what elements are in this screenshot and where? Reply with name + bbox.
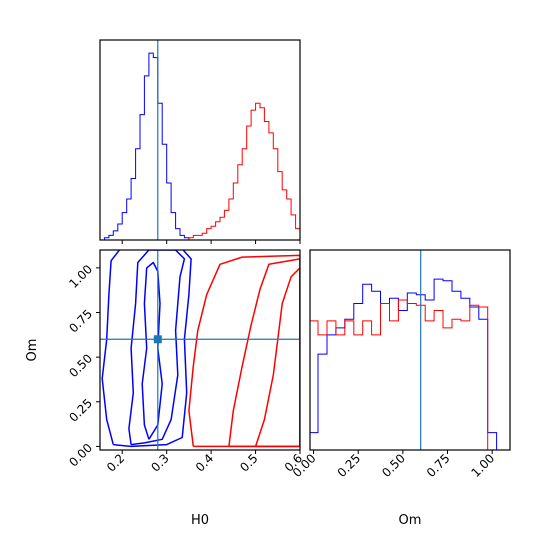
x-axis-label-om: Om: [399, 513, 422, 528]
y-axis-label-om: Om: [25, 339, 40, 362]
om-x-tick-label: 0.75: [424, 451, 453, 480]
y-tick-label: 0.25: [66, 396, 95, 425]
om-x-tick-label: 0.50: [379, 451, 408, 480]
y-tick-label: 0.00: [66, 441, 95, 470]
om-marginal-panel: 0.00 0.25 0.50 0.75 1.00: [290, 249, 511, 480]
om-x-tick-label: 0.25: [335, 451, 364, 480]
h0-hist-plot-area: [100, 52, 300, 240]
om-histogram-series-1: [310, 278, 506, 450]
contour-series-2-level-2: [228, 258, 300, 448]
x-tick-label: 0.2: [104, 451, 127, 474]
om-histogram-series-2: [310, 299, 497, 450]
contour-series-2-level-1: [254, 267, 300, 448]
contour-series-2-level-3: [188, 254, 300, 448]
contour-series-1-level-1: [141, 261, 163, 440]
contour-series-1-level-2: [128, 250, 186, 446]
h0-om-joint-panel: 0.2 0.3 0.4 0.5 0.60.000.250.500.751.00: [66, 249, 305, 475]
x-axis-label-h0: H0: [191, 513, 209, 528]
h0-histogram-series-2: [184, 102, 300, 240]
panel-frame: [309, 249, 511, 451]
y-tick-label: 0.50: [66, 351, 95, 380]
h0-histogram-series-1: [100, 52, 194, 240]
x-tick-label: 0.5: [237, 451, 260, 474]
joint-plot-area: [101, 250, 300, 448]
om-hist-plot-area: [310, 278, 506, 450]
y-tick-label: 1.00: [66, 262, 95, 291]
panel-frame: [99, 39, 301, 241]
x-tick-label: 0.3: [148, 451, 171, 474]
om-x-tick-label: 1.00: [468, 451, 497, 480]
truth-marker: [153, 335, 162, 344]
h0-marginal-panel: [99, 39, 301, 244]
panel-frame: [99, 249, 301, 451]
y-tick-label: 0.75: [66, 307, 95, 336]
x-tick-label: 0.4: [193, 451, 216, 474]
contour-series-1-level-3: [101, 250, 192, 448]
